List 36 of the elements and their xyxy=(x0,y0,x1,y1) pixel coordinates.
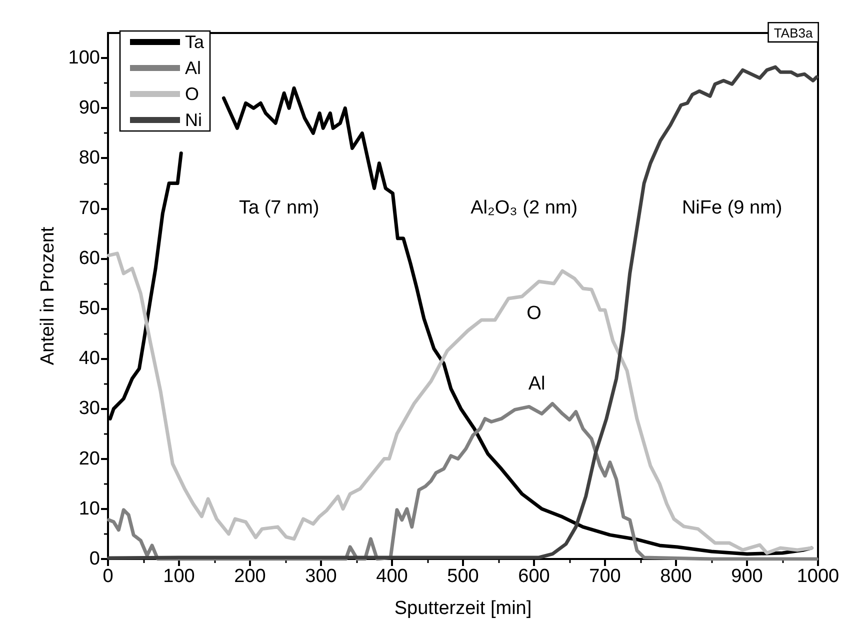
y-tick-label: 10 xyxy=(78,498,100,520)
x-tick-label: 100 xyxy=(163,566,195,587)
y-tick-label: 0 xyxy=(89,548,100,570)
annotation: NiFe (9 nm) xyxy=(682,198,782,219)
y-tick-label: 90 xyxy=(78,98,100,119)
x-tick-label: 800 xyxy=(660,566,692,587)
x-tick-label: 600 xyxy=(518,566,550,587)
legend-label: Ta xyxy=(185,32,205,52)
x-tick-label: 700 xyxy=(589,566,621,587)
annotation: TAB3a xyxy=(774,25,814,40)
line-series xyxy=(106,252,814,555)
x-tick-label: 400 xyxy=(376,566,408,587)
y-tick-label: 50 xyxy=(78,298,100,320)
y-axis-title: Anteil in Prozent xyxy=(37,226,58,366)
y-tick-label: 20 xyxy=(78,448,100,470)
x-tick-label: 0 xyxy=(102,566,114,587)
line-series xyxy=(106,402,818,561)
y-tick-label: 100 xyxy=(68,48,100,69)
annotation: Al₂O₃ (2 nm) xyxy=(470,198,578,219)
x-tick-label: 900 xyxy=(731,566,763,587)
x-tick-label: 1000 xyxy=(796,566,840,587)
y-tick-label: 70 xyxy=(78,198,100,219)
y-tick-label: 60 xyxy=(78,248,100,269)
y-tick-label: 30 xyxy=(78,398,100,420)
x-tick-label: 500 xyxy=(447,566,479,587)
annotation: O xyxy=(526,302,542,324)
y-tick-label: 80 xyxy=(78,148,100,169)
x-axis-title: Sputterzeit [min] xyxy=(394,598,532,619)
legend-label: O xyxy=(185,84,200,104)
legend-label: Ni xyxy=(185,110,202,130)
annotation: Ta (7 nm) xyxy=(238,198,320,219)
y-tick-label: 40 xyxy=(78,348,100,370)
legend-label: Al xyxy=(185,58,202,78)
x-tick-label: 200 xyxy=(234,566,266,587)
x-tick-label: 300 xyxy=(305,566,337,587)
annotation: Al xyxy=(528,373,546,394)
